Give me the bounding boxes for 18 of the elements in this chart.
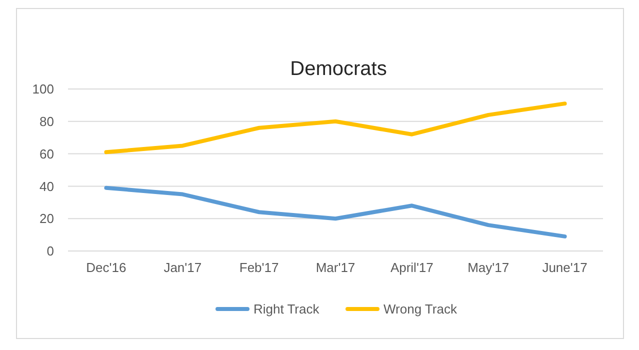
x-tick-label: Feb'17 bbox=[239, 260, 279, 275]
line-series bbox=[104, 102, 567, 154]
y-tick-label: 40 bbox=[40, 178, 54, 194]
x-tick-label: June'17 bbox=[542, 260, 588, 275]
y-tick-label: 60 bbox=[40, 146, 54, 162]
legend-label: Wrong Track bbox=[384, 302, 458, 317]
legend-label: Right Track bbox=[254, 302, 320, 317]
x-tick-label: Dec'16 bbox=[86, 260, 126, 275]
x-tick-label: Jan'17 bbox=[164, 260, 202, 275]
x-tick-label: April'17 bbox=[390, 260, 434, 275]
y-tick-label: 80 bbox=[40, 114, 54, 129]
x-tick-label: Mar'17 bbox=[316, 260, 356, 275]
y-tick-label: 100 bbox=[32, 82, 54, 97]
y-tick-label: 20 bbox=[40, 211, 54, 226]
y-tick-label: 0 bbox=[46, 244, 54, 259]
x-tick-label: May'17 bbox=[468, 260, 510, 275]
line-series bbox=[104, 186, 567, 238]
chart-title: Democrats bbox=[290, 58, 387, 80]
